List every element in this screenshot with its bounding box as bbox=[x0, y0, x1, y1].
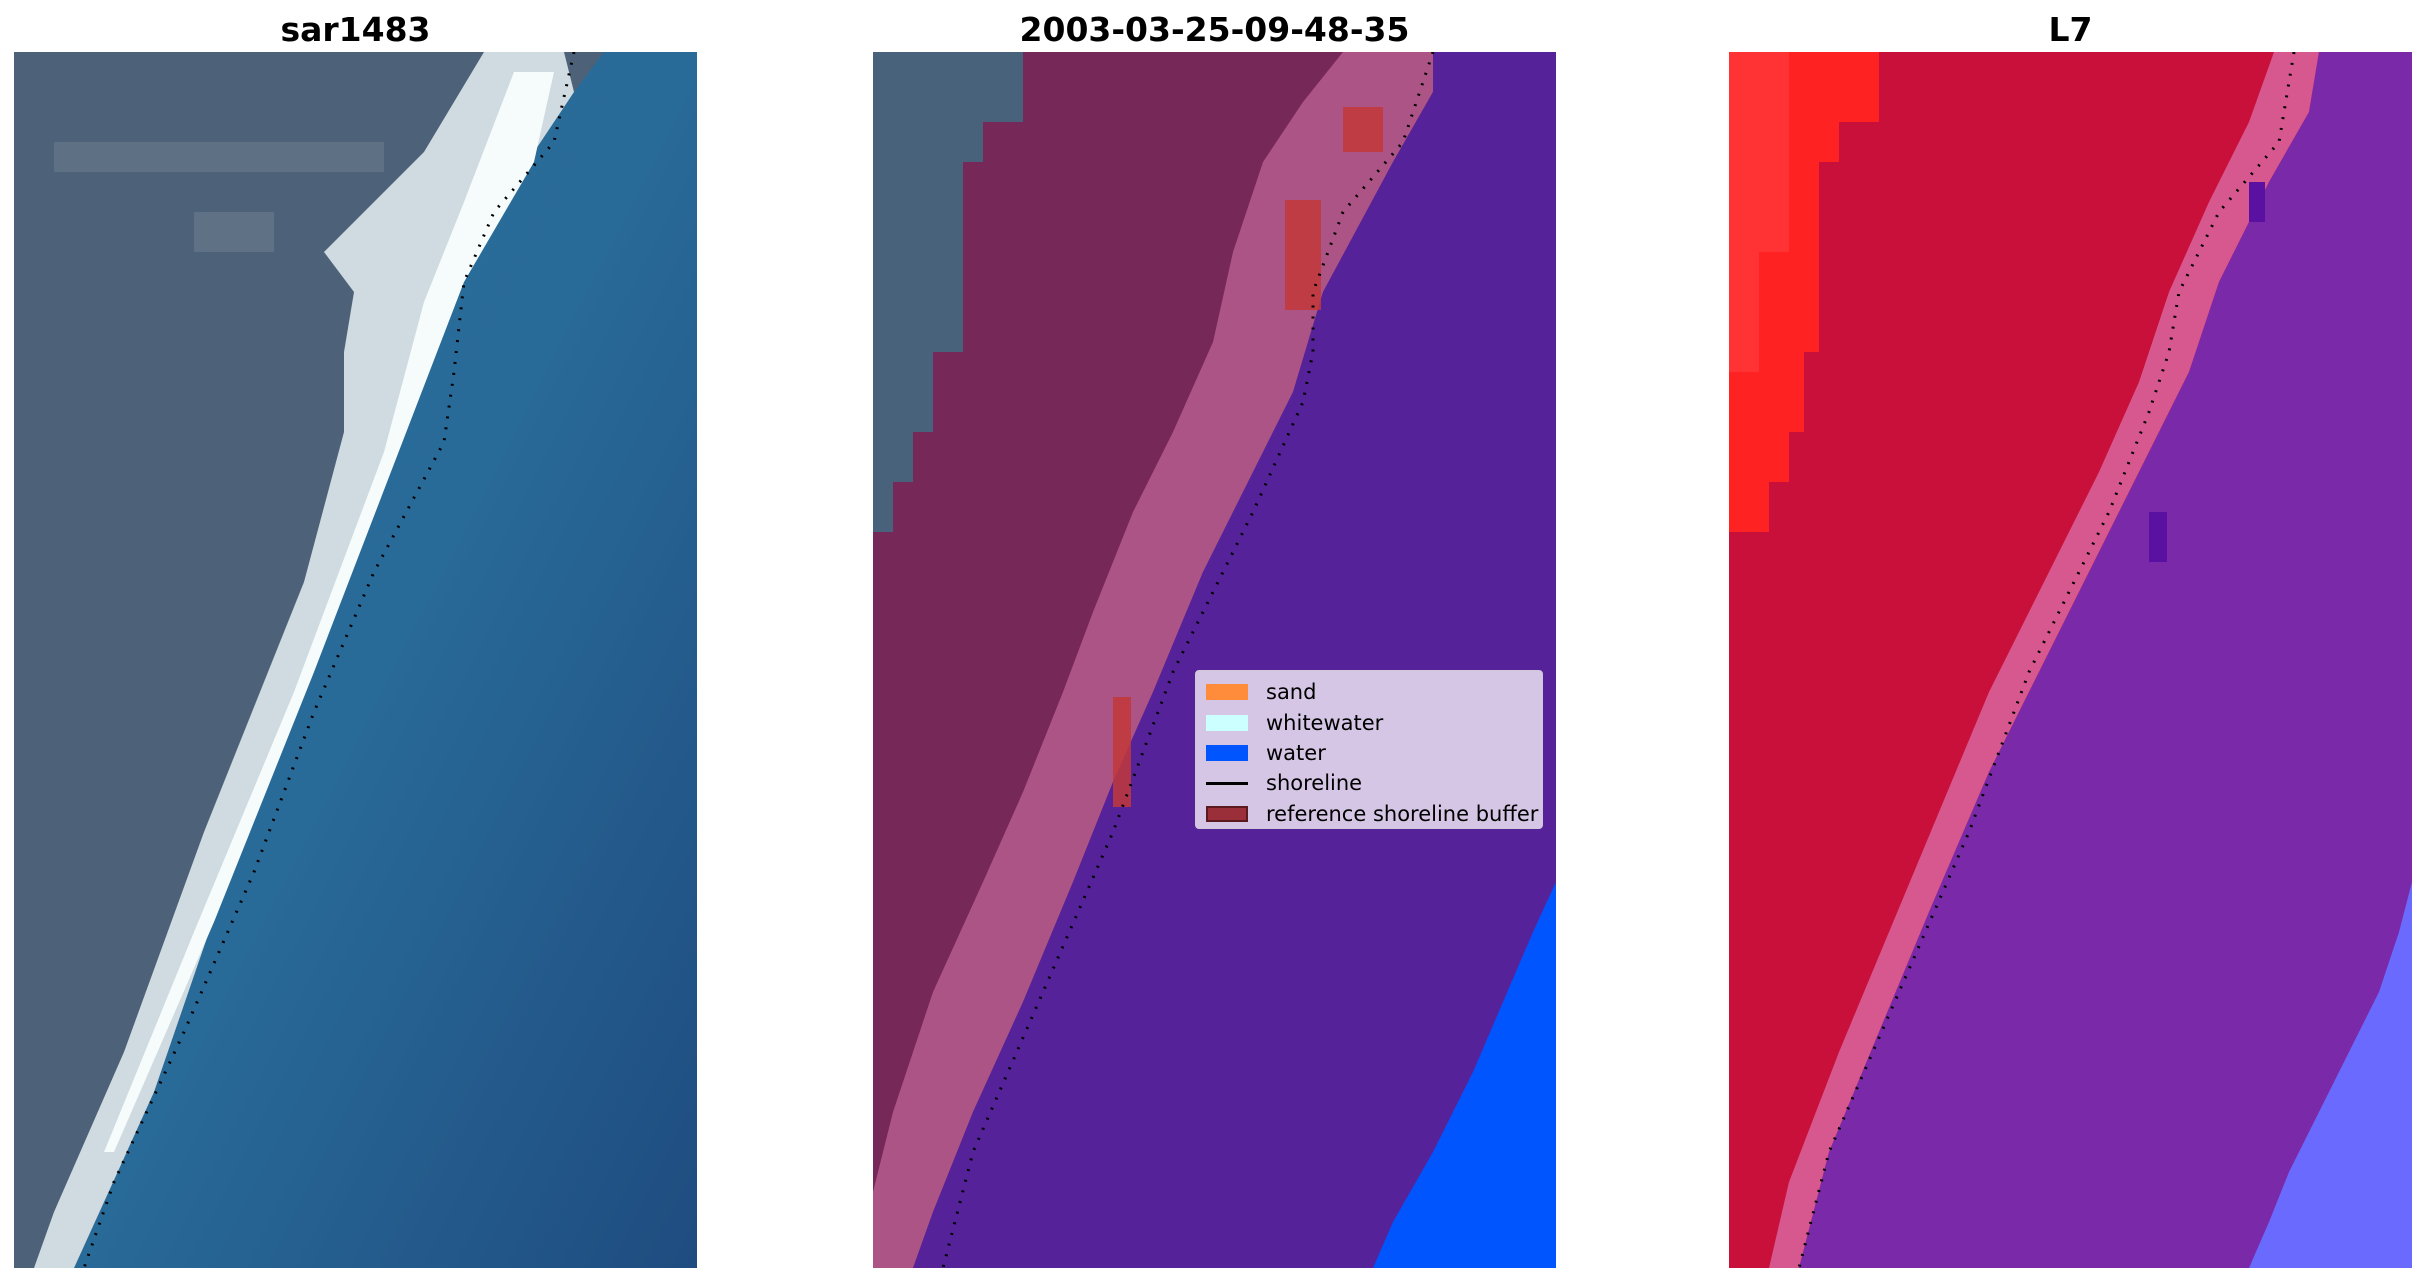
index-image bbox=[1729, 52, 2412, 1268]
legend-item-shoreline: shoreline bbox=[1206, 768, 1532, 798]
legend-item-reference-buffer: reference shoreline buffer bbox=[1206, 799, 1538, 829]
legend-label-shoreline: shoreline bbox=[1266, 771, 1363, 796]
whitewater-beach bbox=[34, 52, 574, 1268]
shoreline-dotted bbox=[82, 52, 576, 1268]
panel-title-2: 2003-03-25-09-48-35 bbox=[1019, 10, 1410, 49]
rgb-image bbox=[14, 52, 697, 1268]
reference-buffer-3 bbox=[1113, 697, 1131, 807]
reference-buffer-1 bbox=[1285, 200, 1321, 310]
reference-buffer-swatch bbox=[1206, 805, 1248, 822]
whitewater-swatch bbox=[1206, 714, 1248, 731]
shoreline-dotted-2 bbox=[941, 52, 1435, 1268]
index-image-panel bbox=[1729, 52, 2412, 1268]
index-deep-water bbox=[2249, 882, 2412, 1268]
sea-area bbox=[74, 52, 697, 1268]
classified-water bbox=[1373, 882, 1556, 1268]
legend-item-whitewater: whitewater bbox=[1206, 707, 1532, 737]
index-beach bbox=[1769, 52, 2319, 1268]
classified-water-overlay bbox=[913, 52, 1556, 1268]
legend-label-water: water bbox=[1266, 740, 1326, 765]
index-water bbox=[1799, 52, 2412, 1268]
legend-item-sand: sand bbox=[1206, 677, 1532, 707]
classified-image-panel bbox=[873, 52, 1556, 1268]
water-swatch bbox=[1206, 744, 1248, 761]
classified-image bbox=[873, 52, 1556, 1268]
sand-swatch bbox=[1206, 684, 1248, 701]
legend-label-reference-buffer: reference shoreline buffer bbox=[1266, 801, 1539, 826]
legend-label-sand: sand bbox=[1266, 680, 1317, 705]
legend-label-whitewater: whitewater bbox=[1266, 710, 1384, 735]
panel-title-1: sar1483 bbox=[280, 10, 431, 49]
shoreline-line-swatch bbox=[1206, 781, 1248, 785]
legend: sand whitewater water shoreline referenc… bbox=[1195, 670, 1543, 829]
legend-item-water: water bbox=[1206, 738, 1532, 768]
rgb-image-panel bbox=[14, 52, 697, 1268]
classified-beach bbox=[873, 52, 1433, 1268]
reference-buffer-2 bbox=[1343, 107, 1383, 152]
panel-title-3: L7 bbox=[2048, 10, 2093, 49]
